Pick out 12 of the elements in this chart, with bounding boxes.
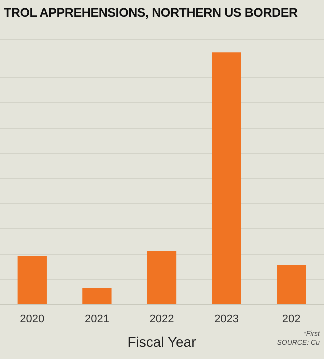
bar — [147, 251, 177, 304]
bar — [18, 256, 47, 304]
x-axis-title: Fiscal Year — [128, 334, 196, 350]
x-tick-label: 202 — [282, 313, 301, 326]
bar — [82, 288, 112, 304]
x-tick-label: 2022 — [150, 313, 174, 326]
bar — [212, 52, 242, 304]
bar — [277, 264, 306, 304]
x-tick-label: 2023 — [214, 313, 240, 326]
x-tick-label: 2020 — [20, 313, 45, 326]
x-tick-label: 2021 — [84, 313, 110, 326]
chart-title: TROL APPREHENSIONS, NORTHERN US BORDER — [4, 6, 298, 20]
